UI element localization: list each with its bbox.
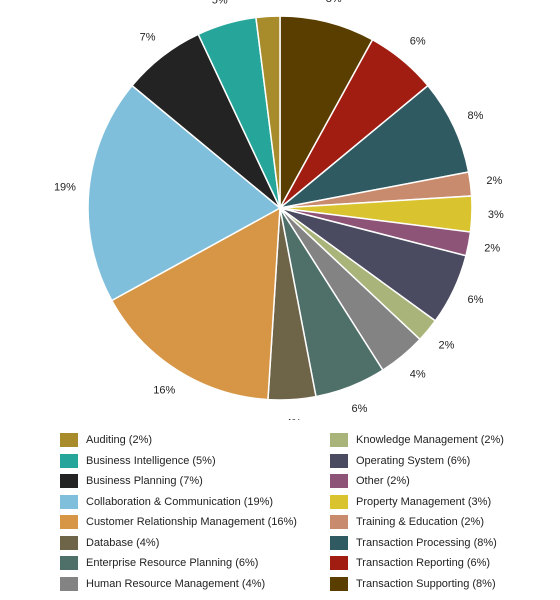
chart-legend: Auditing (2%) Business Intelligence (5%) B… — [60, 430, 540, 591]
legend-item: Transaction Supporting (8%) — [330, 574, 540, 595]
legend-label: Transaction Reporting (6%) — [356, 557, 491, 570]
legend-label: Operating System (6%) — [356, 454, 471, 467]
legend-swatch — [60, 494, 78, 509]
slice-label-11: 16% — [153, 384, 175, 396]
legend-label: Business Planning (7%) — [86, 475, 203, 488]
legend-label: Business Intelligence (5%) — [86, 454, 216, 467]
legend-item: Auditing (2%) — [60, 430, 330, 451]
legend-swatch — [60, 535, 78, 550]
slice-label-2: 8% — [467, 110, 483, 122]
legend-swatch — [60, 515, 78, 530]
legend-item: Knowledge Management (2%) — [330, 430, 540, 451]
legend-swatch — [330, 556, 348, 571]
legend-label: Knowledge Management (2%) — [356, 434, 504, 447]
legend-item: Human Resource Management (4%) — [60, 574, 330, 595]
slice-label-10: 4% — [286, 418, 302, 420]
legend-item: Business Intelligence (5%) — [60, 451, 330, 472]
slice-label-13: 7% — [140, 31, 156, 43]
slice-label-1: 6% — [410, 36, 426, 48]
legend-label: Collaboration & Communication (19%) — [86, 495, 274, 508]
legend-label: Transaction Processing (8%) — [356, 536, 497, 549]
slice-label-3: 2% — [486, 175, 502, 187]
pie-slice-12 — [87, 84, 282, 302]
pie-slice-0 — [279, 15, 374, 209]
slice-label-14: 5% — [212, 0, 228, 7]
legend-swatch — [60, 453, 78, 468]
legend-swatch — [60, 433, 78, 448]
slice-label-5: 2% — [484, 242, 500, 254]
legend-item: Business Planning (7%) — [60, 471, 330, 492]
legend-swatch — [60, 556, 78, 571]
legend-swatch — [330, 453, 348, 468]
pie-slices — [87, 15, 473, 401]
legend-swatch — [60, 474, 78, 489]
pie-labels: 8%6%8%2%3%2%6%2%4%6%4%16%19%7%5%2% — [54, 0, 504, 420]
slice-label-8: 4% — [410, 368, 426, 380]
legend-item: Enterprise Resource Planning (6%) — [60, 553, 330, 574]
legend-label: Human Resource Management (4%) — [86, 577, 266, 590]
legend-label: Transaction Supporting (8%) — [356, 577, 496, 590]
slice-label-6: 6% — [467, 294, 483, 306]
legend-swatch — [330, 576, 348, 591]
legend-item: Training & Education (2%) — [330, 512, 540, 533]
legend-label: Database (4%) — [86, 536, 160, 549]
slice-label-4: 3% — [488, 209, 504, 221]
legend-label: Auditing (2%) — [86, 434, 153, 447]
pie-slice-2 — [279, 84, 470, 209]
slice-label-9: 6% — [352, 403, 368, 415]
legend-item: Transaction Processing (8%) — [330, 533, 540, 554]
pie-slice-15 — [255, 15, 281, 209]
legend-item: Transaction Reporting (6%) — [330, 553, 540, 574]
pie-plot: 8%6%8%2%3%2%6%2%4%6%4%16%19%7%5%2% — [54, 0, 504, 420]
slice-label-7: 2% — [438, 340, 454, 352]
legend-item: Other (2%) — [330, 471, 540, 492]
slice-label-12: 19% — [54, 182, 76, 194]
slice-label-0: 8% — [326, 0, 342, 5]
legend-swatch — [60, 576, 78, 591]
legend-item: Database (4%) — [60, 533, 330, 554]
legend-swatch — [330, 433, 348, 448]
legend-item: Customer Relationship Management (16%) — [60, 512, 330, 533]
legend-label: Enterprise Resource Planning (6%) — [86, 557, 259, 570]
legend-item: Property Management (3%) — [330, 492, 540, 513]
legend-label: Customer Relationship Management (16%) — [86, 516, 297, 529]
legend-label: Property Management (3%) — [356, 495, 492, 508]
legend-swatch — [330, 474, 348, 489]
legend-swatch — [330, 494, 348, 509]
legend-label: Other (2%) — [356, 475, 410, 488]
legend-swatch — [330, 535, 348, 550]
legend-item: Collaboration & Communication (19%) — [60, 492, 330, 513]
pie-slice-11 — [110, 206, 281, 401]
legend-label: Training & Education (2%) — [356, 516, 484, 529]
legend-item: Operating System (6%) — [330, 451, 540, 472]
legend-swatch — [330, 515, 348, 530]
